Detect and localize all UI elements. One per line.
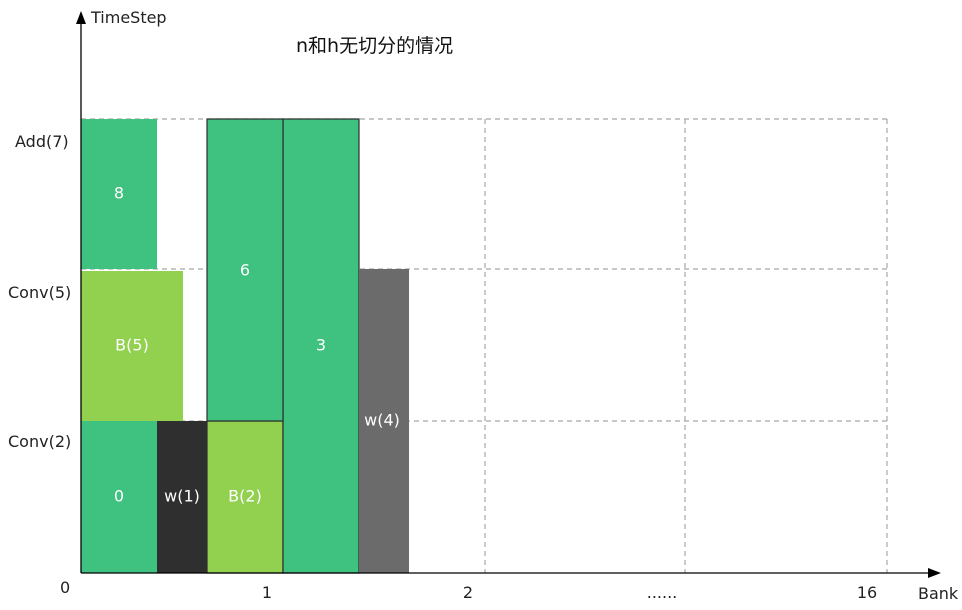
block-rect [206,118,284,422]
block-rect [81,271,183,421]
x-tick-label-16: 16 [857,583,877,602]
y-tick-label-conv2: Conv(2) [8,432,71,451]
block-rect [81,421,157,573]
block-b2: B(2) [206,420,284,574]
x-axis-label: Bank [918,584,959,603]
diagram-title: n和h无切分的情况 [296,35,453,57]
block-label: 0 [114,487,124,506]
block-label: 6 [240,261,250,280]
y-axis-arrow-icon [76,11,86,24]
block-label: B(5) [115,336,149,355]
origin-label: 0 [60,578,70,597]
y-tick-label-conv5: Conv(5) [8,283,71,302]
y-axis-label: TimeStep [90,8,167,27]
x-tick-label-1: 1 [262,583,272,602]
block-rect [81,119,157,269]
y-tick-label-add7: Add(7) [15,132,69,151]
x-axis-arrow-icon [928,568,941,578]
block-label: w(4) [364,411,400,430]
block-label: 3 [316,336,326,355]
block-label: 8 [114,184,124,203]
axes [76,11,941,578]
allocation-blocks: 0 w(1) B(2) 3 w(4) B(5) 6 8 [81,118,409,574]
block-b5: B(5) [81,271,183,421]
x-tick-label-ellipsis: ...... [647,583,678,602]
block-rect [359,269,409,573]
block-6: 6 [206,118,284,422]
block-8: 8 [81,119,157,269]
block-label: B(2) [228,487,262,506]
block-3: 3 [282,118,360,574]
block-0: 0 [81,421,157,573]
block-label: w(1) [164,487,200,506]
block-w4: w(4) [359,269,409,573]
block-rect [157,421,207,573]
x-tick-label-2: 2 [463,583,473,602]
block-w1: w(1) [157,421,207,573]
